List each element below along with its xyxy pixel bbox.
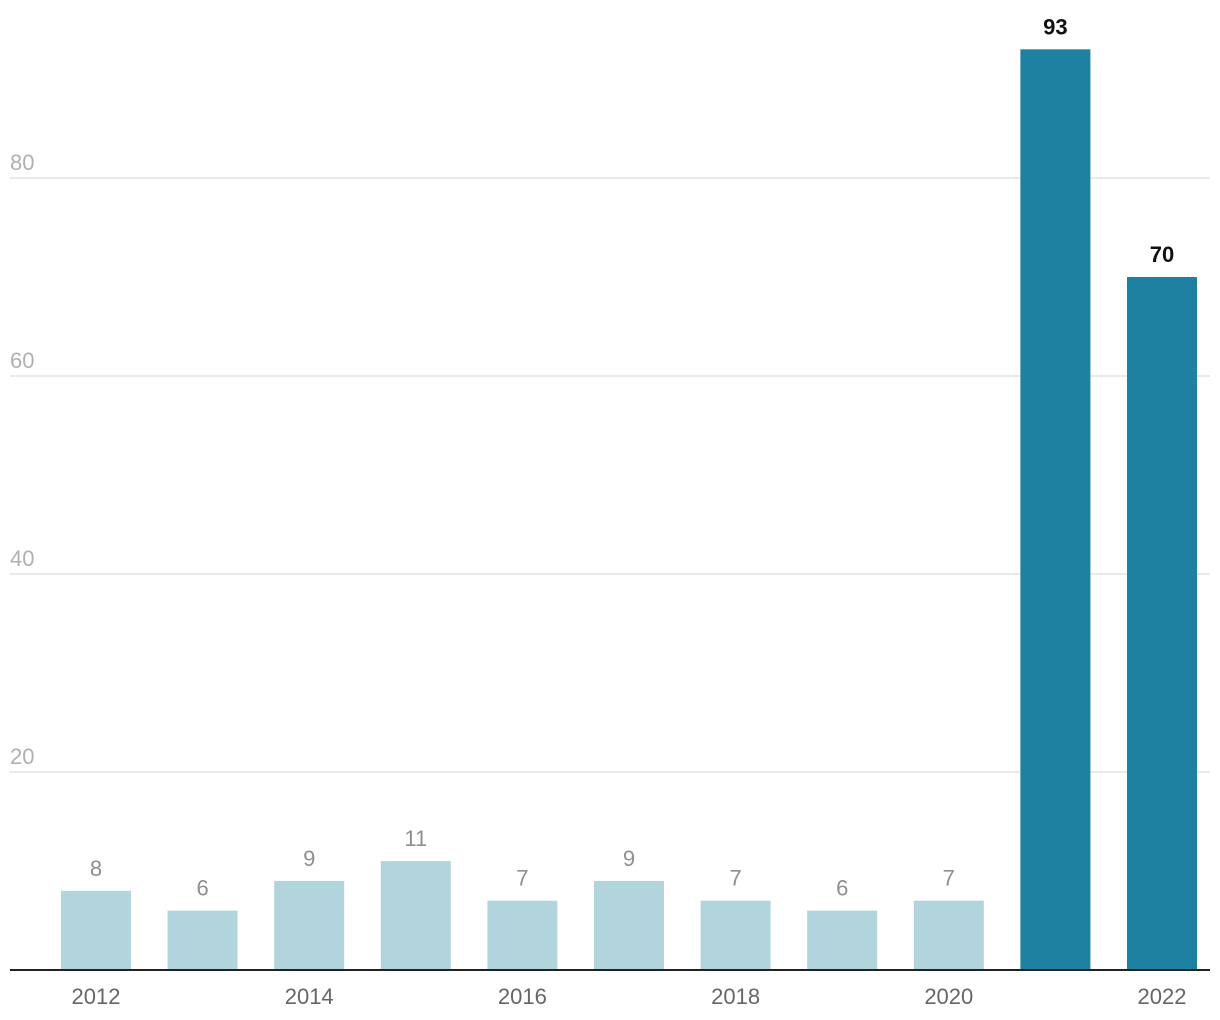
data-label-2019: 6 (836, 876, 848, 901)
x-tick-label: 2018 (711, 984, 760, 1009)
data-label-2018: 7 (729, 866, 741, 891)
data-label-2015: 11 (404, 826, 427, 851)
bar-2019 (807, 910, 878, 970)
bar-2022 (1127, 277, 1197, 970)
bar-2016 (487, 900, 558, 970)
data-label-2012: 8 (90, 856, 102, 881)
y-tick-label: 20 (10, 744, 34, 769)
axis-layer: 20 40 60 80 2012 2014 2016 2018 2020 2022 (10, 150, 1210, 1009)
bar-2012 (61, 890, 131, 970)
y-tick-label: 40 (10, 546, 34, 571)
bar-2018 (700, 900, 771, 970)
label-layer: 8 6 9 11 7 9 7 6 7 93 70 (90, 14, 1174, 900)
x-tick-label: 2012 (72, 984, 121, 1009)
y-tick-label: 60 (10, 348, 34, 373)
x-tick-label: 2016 (498, 984, 547, 1009)
bar-2015 (380, 861, 451, 970)
bar-2014 (274, 880, 345, 970)
data-label-2017: 9 (623, 846, 635, 871)
data-label-2020: 7 (943, 866, 955, 891)
data-label-2022: 70 (1150, 242, 1174, 267)
data-label-2013: 6 (196, 876, 208, 901)
data-label-2014: 9 (303, 846, 315, 871)
bar-2020 (913, 900, 984, 970)
bar-2013 (167, 910, 238, 970)
y-tick-label: 80 (10, 150, 34, 175)
grid-layer (10, 177, 1210, 773)
data-label-2021: 93 (1043, 14, 1067, 39)
data-label-2016: 7 (516, 866, 528, 891)
bar-2017 (594, 880, 664, 970)
x-tick-label: 2020 (924, 984, 973, 1009)
bar-2021 (1020, 49, 1091, 971)
x-tick-label: 2022 (1138, 984, 1187, 1009)
x-tick-label: 2014 (285, 984, 334, 1009)
bar-layer (61, 49, 1197, 971)
